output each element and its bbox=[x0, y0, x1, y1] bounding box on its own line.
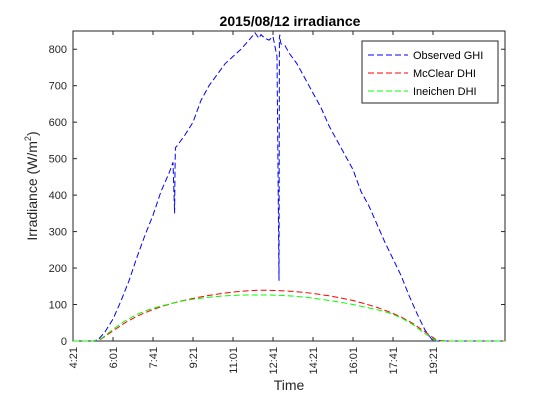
y-axis-label: Irradiance (W/m2) bbox=[23, 131, 40, 240]
y-axis-ticks: 0 100 200 300 400 500 600 700 800 bbox=[49, 44, 505, 348]
x-tick-label: 7:41 bbox=[148, 347, 160, 368]
y-tick-label: 0 bbox=[61, 336, 67, 348]
y-axis-label-close: ) bbox=[24, 131, 40, 136]
y-tick-label: 800 bbox=[49, 44, 67, 56]
series-line-ineichen-dhi bbox=[73, 294, 505, 342]
y-tick-label: 700 bbox=[49, 81, 67, 93]
x-tick-label: 4:21 bbox=[68, 347, 80, 368]
x-tick-label: 12:41 bbox=[268, 347, 280, 375]
x-tick-label: 9:21 bbox=[188, 347, 200, 368]
legend-entry: Observed GHI bbox=[413, 50, 483, 62]
x-axis-label: Time bbox=[274, 377, 305, 393]
y-tick-label: 200 bbox=[49, 263, 67, 275]
x-tick-label: 16:01 bbox=[348, 347, 360, 375]
x-tick-label: 6:01 bbox=[108, 347, 120, 368]
x-tick-label: 19:21 bbox=[428, 347, 440, 375]
y-tick-label: 600 bbox=[49, 117, 67, 129]
x-tick-label: 11:01 bbox=[228, 347, 240, 374]
series-line-observed-ghi bbox=[73, 31, 505, 342]
legend-box bbox=[361, 40, 499, 104]
y-axis-label-superscript: 2 bbox=[23, 136, 33, 141]
x-tick-label: 14:21 bbox=[308, 347, 320, 375]
series-line-mcclear-dhi bbox=[73, 289, 505, 342]
x-axis-ticks: 4:21 6:01 7:41 9:21 11:01 12:41 14:21 16:01 17:4… bbox=[68, 31, 440, 375]
y-tick-label: 300 bbox=[49, 227, 67, 239]
legend-entry: McClear DHI bbox=[413, 68, 476, 80]
legend: Observed GHI McClear DHI Ineichen DHI bbox=[361, 40, 499, 104]
y-tick-label: 100 bbox=[49, 300, 67, 312]
series-layer bbox=[73, 31, 505, 342]
y-tick-label: 500 bbox=[49, 154, 67, 166]
x-tick-label: 17:41 bbox=[388, 347, 400, 375]
legend-entry: Ineichen DHI bbox=[413, 86, 477, 98]
y-tick-label: 400 bbox=[49, 190, 67, 202]
y-axis-label-base: Irradiance (W/m bbox=[24, 141, 40, 241]
chart-title: 2015/08/12 irradiance bbox=[220, 13, 361, 29]
